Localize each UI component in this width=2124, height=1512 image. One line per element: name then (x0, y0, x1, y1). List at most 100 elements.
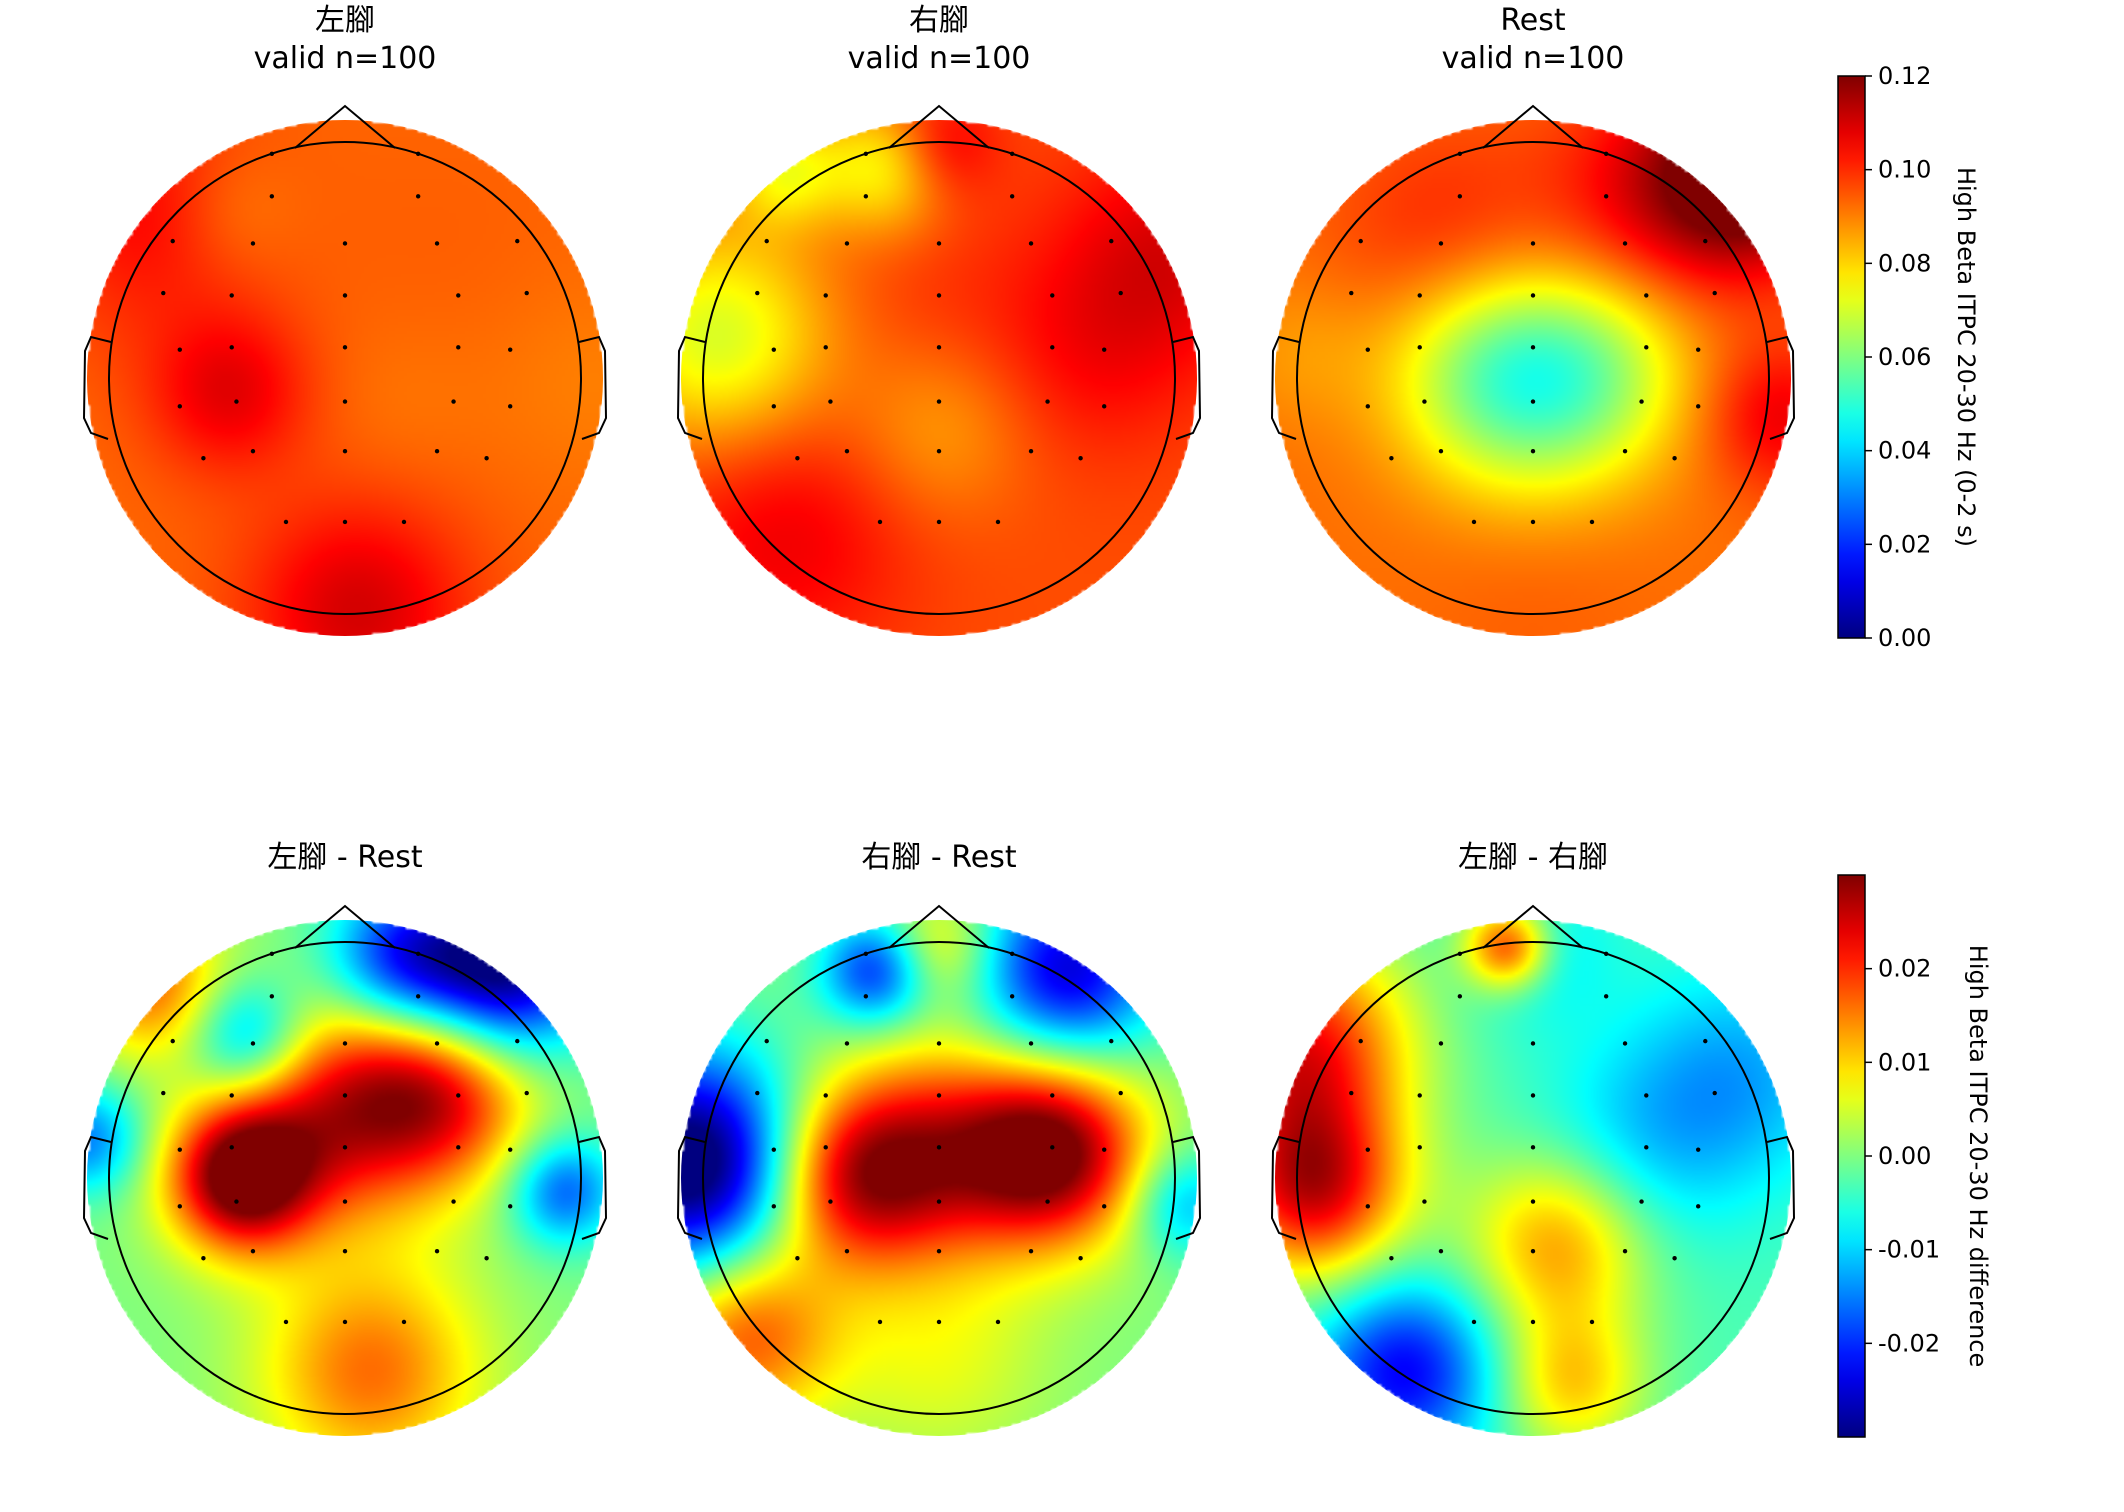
electrode-P8 (1672, 1256, 1677, 1261)
topomap-field (1275, 120, 1791, 636)
electrode-P4 (1028, 1248, 1034, 1254)
electrode-CPz (342, 1199, 348, 1204)
electrode-F4 (434, 241, 440, 246)
electrode-Fp2 (415, 951, 421, 956)
electrode-C3 (229, 1145, 234, 1150)
electrode-FC2 (456, 293, 461, 298)
electrode-F4 (1622, 1041, 1628, 1046)
electrode-CP6 (508, 1204, 513, 1209)
colorbar-tick-label: 0.04 (1878, 437, 1931, 465)
electrode-CP1 (828, 399, 833, 404)
topomap-panel-1-1 (676, 904, 1202, 1436)
electrode-Fp2 (1603, 951, 1609, 956)
electrode-O1 (1471, 519, 1477, 525)
electrode-Fz (1530, 241, 1536, 246)
colorbar-tick-label: 0.01 (1878, 1048, 1931, 1076)
electrode-CP1 (234, 399, 239, 404)
electrode-P7 (1389, 456, 1394, 461)
electrode-AF3 (1457, 194, 1463, 199)
electrode-FC5 (161, 1090, 166, 1096)
topomap-panel-1-0 (82, 904, 608, 1436)
electrode-Pz (1530, 1248, 1536, 1254)
electrode-Pz (936, 448, 942, 454)
electrode-Fp2 (1603, 151, 1609, 156)
electrode-P4 (434, 1248, 440, 1254)
electrode-F4 (1028, 1041, 1034, 1046)
electrode-Fp1 (269, 951, 275, 956)
electrode-P3 (250, 1248, 256, 1254)
electrode-FC1 (1417, 293, 1422, 298)
electrode-P4 (434, 448, 440, 454)
electrode-CPz (936, 399, 942, 404)
electrode-P7 (795, 456, 800, 461)
electrode-Fp1 (1457, 951, 1463, 956)
electrode-CP6 (1696, 1204, 1701, 1209)
electrode-T8 (508, 347, 513, 352)
left-ear-outline (676, 335, 706, 440)
electrode-F3 (844, 241, 850, 246)
electrode-Fp1 (1457, 151, 1463, 156)
electrode-FC2 (1644, 1093, 1649, 1098)
electrode-C3 (229, 345, 234, 350)
electrode-Fp1 (863, 151, 869, 156)
electrode-Pz (342, 1248, 348, 1254)
head-outline (108, 141, 582, 615)
electrode-CPz (1530, 1199, 1536, 1204)
electrode-AF3 (269, 994, 275, 999)
electrode-T7 (1365, 347, 1371, 352)
electrode-F3 (844, 1041, 850, 1046)
electrode-Fz (936, 241, 942, 246)
electrode-FCz (936, 1093, 942, 1098)
right-ear-outline (578, 1135, 608, 1240)
electrode-AF3 (1457, 994, 1463, 999)
electrode-F4 (434, 1041, 440, 1046)
electrode-FC2 (1644, 293, 1649, 298)
electrode-T8 (1102, 1147, 1107, 1152)
nose-outline (294, 104, 396, 149)
topomap-field (87, 120, 603, 636)
electrode-CPz (1530, 399, 1536, 404)
electrode-T8 (508, 1147, 513, 1152)
electrode-Pz (1530, 448, 1536, 454)
electrode-Oz (1530, 1319, 1536, 1325)
electrode-C3 (823, 1145, 828, 1150)
topomap-field (87, 920, 603, 1436)
electrode-F3 (250, 241, 256, 246)
topomap-field (681, 920, 1197, 1436)
left-ear-outline (1270, 335, 1300, 440)
colorbar-tick-label: 0.02 (1878, 530, 1931, 558)
electrode-C4 (1050, 345, 1055, 350)
electrode-O1 (283, 519, 289, 525)
electrode-CP1 (234, 1199, 239, 1204)
electrode-Fz (342, 241, 348, 246)
colorbar-tick-label: 0.00 (1878, 624, 1931, 652)
electrode-F8 (1703, 1038, 1708, 1044)
electrode-FCz (1530, 293, 1536, 298)
electrode-F4 (1028, 241, 1034, 246)
electrode-FC2 (456, 1093, 461, 1098)
electrode-C4 (1644, 345, 1649, 350)
electrode-FC1 (823, 293, 828, 298)
electrode-FC5 (755, 290, 760, 296)
left-ear-outline (676, 1135, 706, 1240)
electrode-AF4 (415, 194, 421, 199)
electrode-T7 (771, 1147, 776, 1152)
electrode-O1 (877, 519, 883, 525)
panel-title-rest: Rest (1500, 3, 1566, 38)
right-ear-outline (578, 335, 608, 440)
electrode-F8 (1109, 238, 1114, 244)
colorbar-difference (1837, 874, 1866, 1438)
panel-subtitle-right-foot: valid n=100 (848, 41, 1031, 76)
electrode-CP2 (451, 399, 456, 404)
electrode-Cz (1530, 345, 1536, 350)
electrode-CP6 (1102, 1204, 1107, 1209)
topomap-panel-0-2 (1270, 104, 1796, 636)
left-ear-outline (1270, 1135, 1300, 1240)
electrode-CP1 (1422, 1199, 1427, 1204)
electrode-FC6 (1712, 290, 1717, 296)
electrode-AF3 (863, 194, 869, 199)
electrode-P3 (1438, 1248, 1444, 1254)
electrode-O2 (995, 1319, 1001, 1325)
electrode-T8 (1696, 1147, 1701, 1152)
electrode-Oz (342, 519, 348, 525)
